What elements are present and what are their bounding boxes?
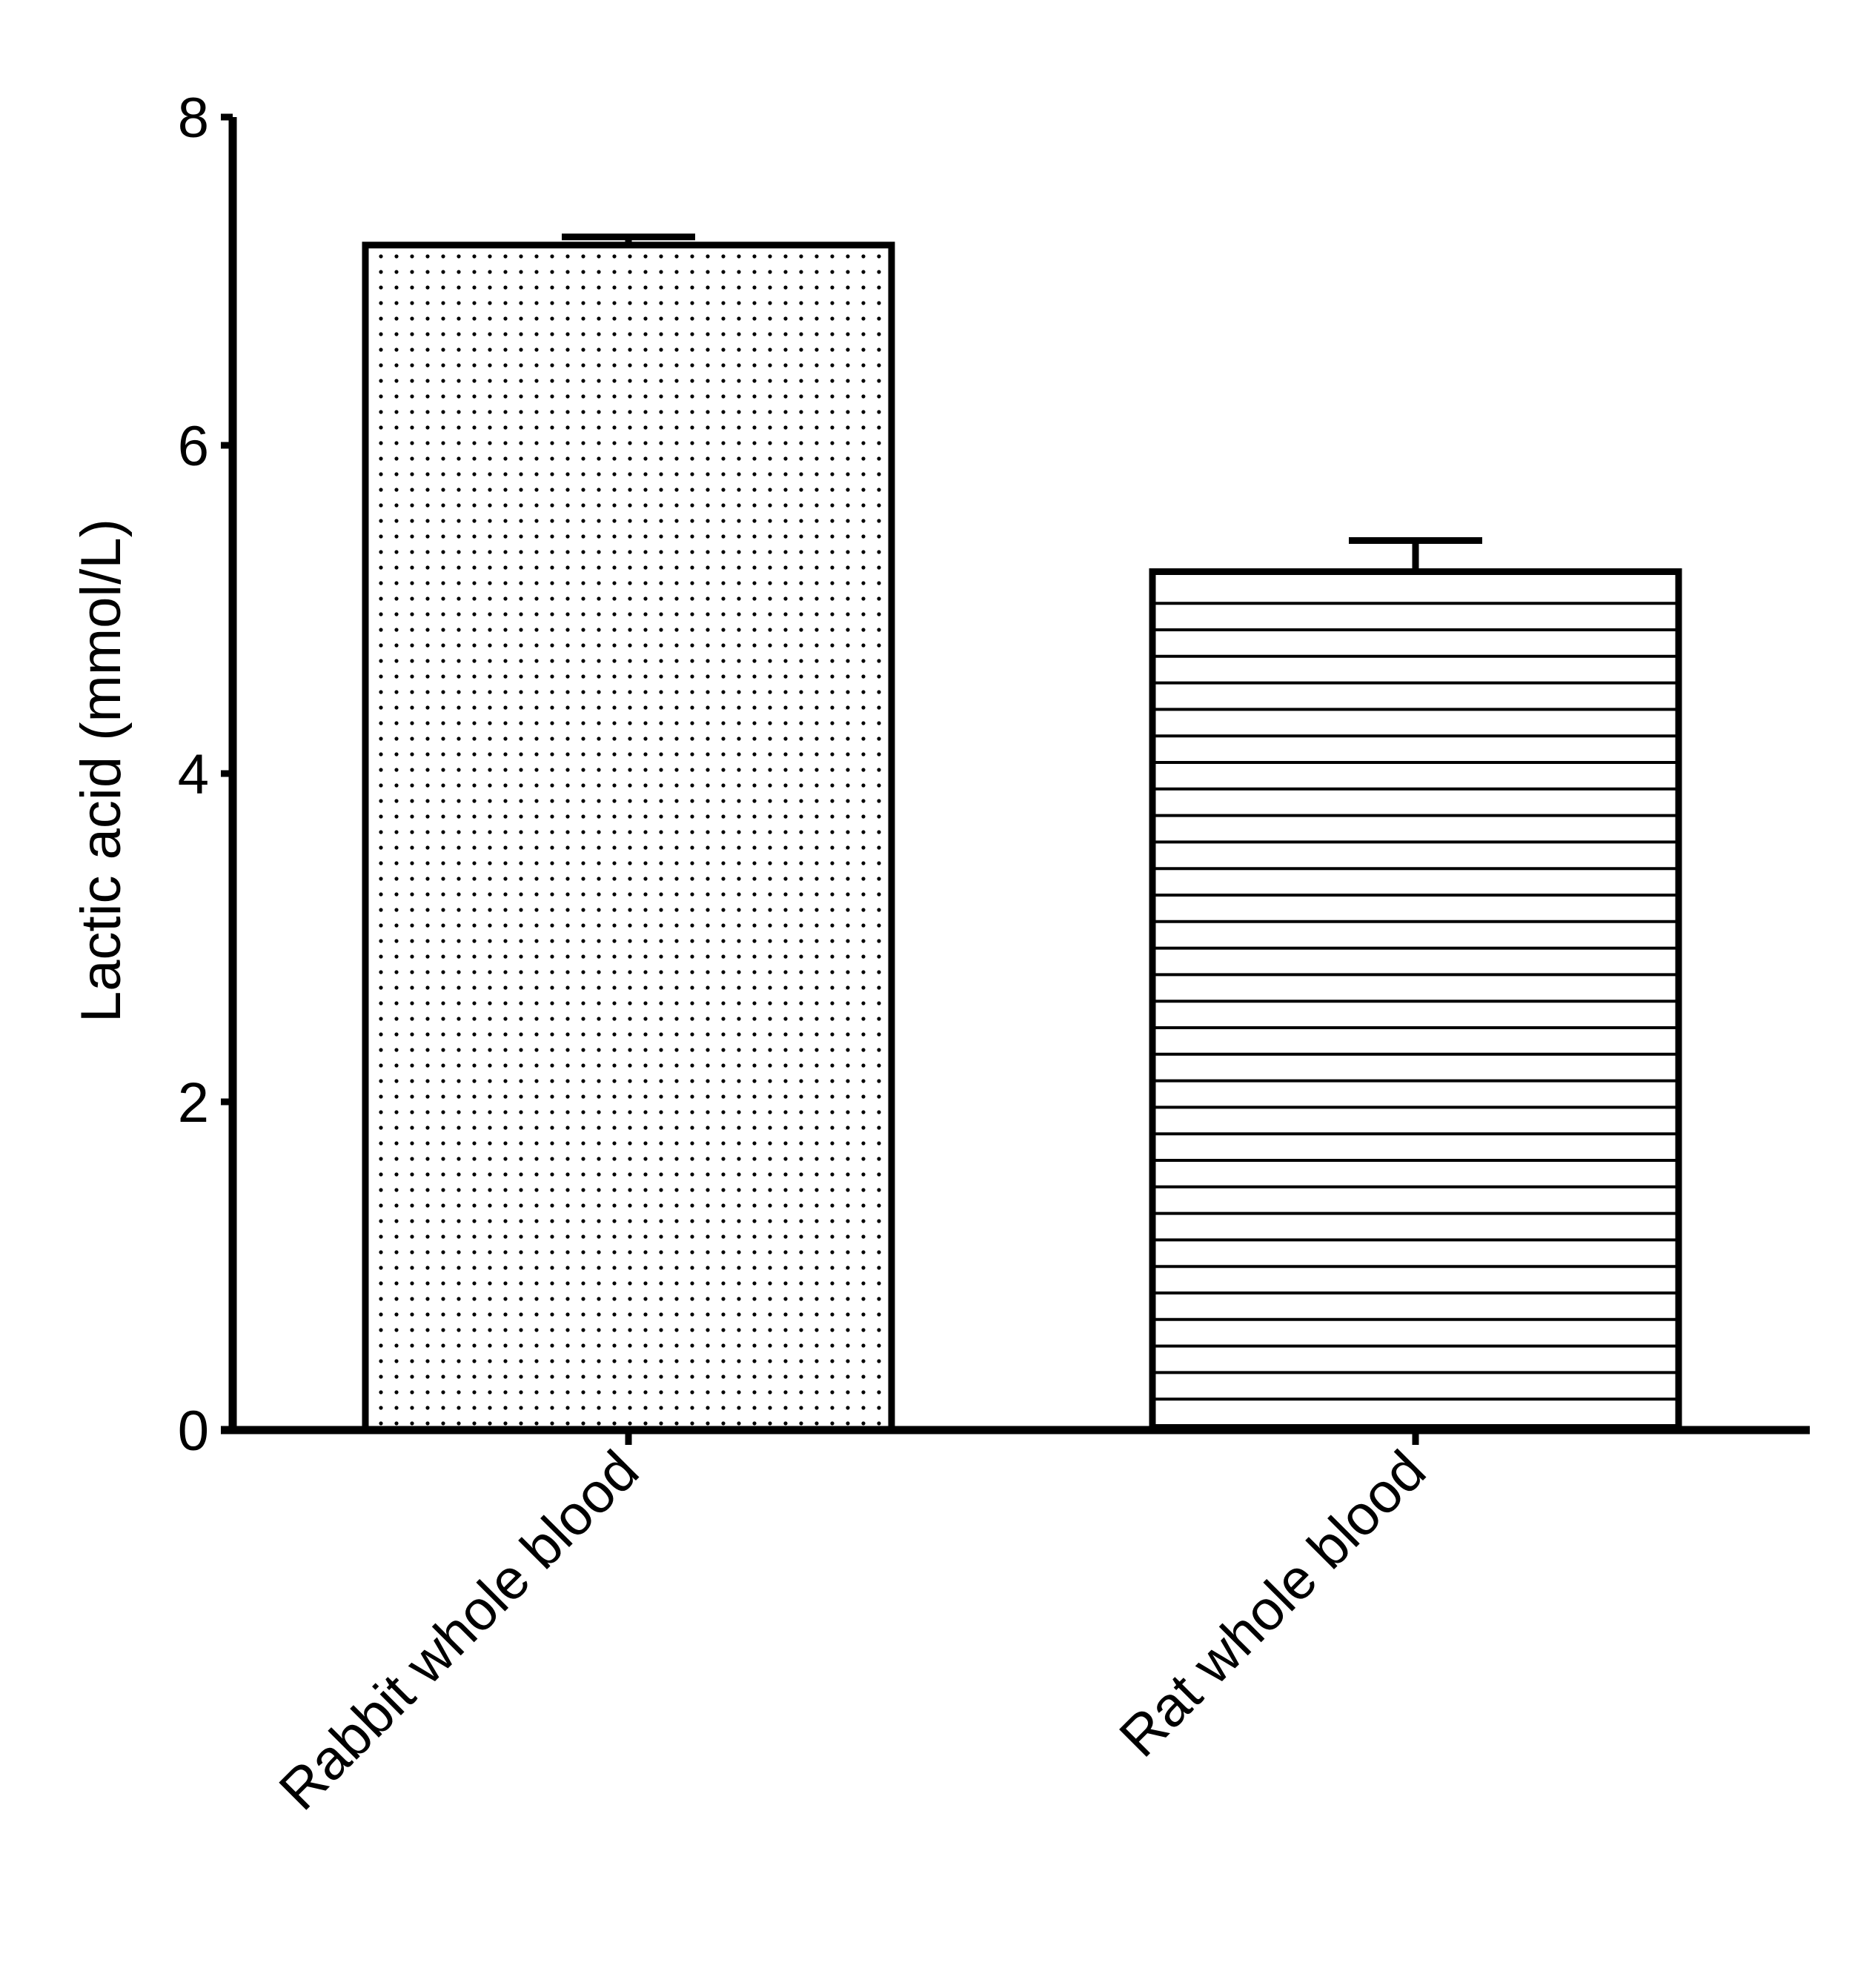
y-tick-label-6: 6 — [178, 415, 209, 478]
x-tick-label-rabbit-whole-blood: Rabbit whole blood — [268, 1439, 651, 1822]
bars-layer — [362, 242, 1682, 1431]
y-tick-label-0: 0 — [178, 1400, 209, 1463]
y-tick-label-4: 4 — [178, 743, 209, 806]
bar-rabbit-whole-blood — [362, 242, 895, 1430]
x-tick-label-rat-whole-blood: Rat whole blood — [1108, 1439, 1438, 1769]
error-bars-layer — [562, 233, 1482, 572]
y-tick-label-8: 8 — [178, 87, 209, 150]
y-ticks-layer: 0 2 4 6 8 — [178, 87, 233, 1463]
y-axis-title: Lactic acid (mmol/L) — [70, 519, 133, 1023]
bar-fill-dots — [365, 245, 892, 1430]
bar-rat-whole-blood — [1149, 568, 1682, 1431]
error-bar-rat-whole-blood — [1349, 536, 1482, 572]
error-bar-rabbit-whole-blood — [562, 233, 695, 245]
y-tick-label-2: 2 — [178, 1071, 209, 1134]
x-ticks-layer: Rabbit whole blood Rat whole blood — [268, 1430, 1438, 1822]
